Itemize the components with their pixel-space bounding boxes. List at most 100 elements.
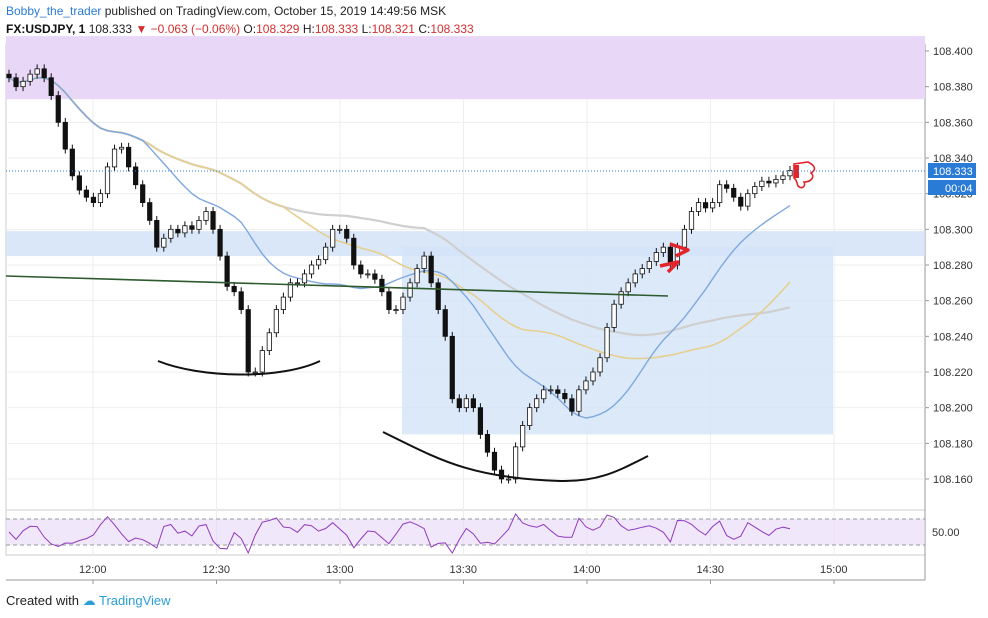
time-tick-label: 14:00 <box>573 564 601 576</box>
candle-body <box>773 178 779 184</box>
candle-body <box>83 189 89 198</box>
thumbs-down-icon <box>793 161 816 189</box>
time-tick-label: 13:00 <box>326 564 354 576</box>
candle-body <box>562 392 568 400</box>
candle-body <box>780 175 786 180</box>
candle-body <box>104 166 111 195</box>
candle-body <box>477 407 484 435</box>
candle-body <box>745 193 751 207</box>
candle-body <box>717 184 723 203</box>
candle-body <box>351 237 357 266</box>
candle-body <box>724 184 730 189</box>
candle-body <box>442 309 448 337</box>
current-price-text: 108.333 <box>933 166 973 178</box>
candle-body <box>393 309 399 311</box>
tradingview-logo-icon: ☁ <box>82 593 96 608</box>
author-name[interactable]: Bobby_the_trader <box>6 4 102 18</box>
thumbs-down-icon-cuff <box>794 165 799 178</box>
trend-line <box>5 275 669 297</box>
candle-body <box>449 335 455 400</box>
candle-body <box>428 255 434 284</box>
ma-fast-line <box>8 77 791 419</box>
price-tick-label: 108.240 <box>933 331 973 343</box>
created-with-text: Created with <box>6 593 79 608</box>
candle-body <box>344 228 350 239</box>
candle-body <box>90 196 97 203</box>
candle-body <box>576 389 582 412</box>
candle-body <box>203 211 209 221</box>
candle-body <box>604 327 610 359</box>
candle-body <box>147 202 153 221</box>
candle-body <box>618 291 624 305</box>
candle-body <box>323 246 329 261</box>
candle-body <box>365 273 371 276</box>
candle-body <box>55 95 61 123</box>
price-tick-label: 108.160 <box>933 474 973 486</box>
candle-body <box>456 398 462 409</box>
candle-body <box>625 282 631 293</box>
candle-body <box>710 202 716 209</box>
candle-body <box>505 478 512 481</box>
candle-body <box>512 446 519 480</box>
candle-body <box>470 398 476 409</box>
candle-body <box>632 273 638 284</box>
candle-body <box>182 225 188 234</box>
low-label: L: <box>361 22 372 36</box>
candle-body <box>126 146 132 168</box>
price-tick-label: 108.400 <box>933 46 973 58</box>
price-tick-label: 108.180 <box>933 438 973 450</box>
high-value: 108.333 <box>314 22 359 36</box>
candle-body <box>154 220 160 248</box>
price-tick-label: 108.280 <box>933 260 973 272</box>
candle-body <box>787 170 793 177</box>
candle-body <box>168 228 174 239</box>
publish-header: Bobby_the_trader published on TradingVie… <box>6 4 446 18</box>
candle-body <box>189 225 195 230</box>
candle-body <box>133 166 139 186</box>
time-tick-label: 13:30 <box>450 564 478 576</box>
candle-body <box>759 180 765 187</box>
candle-body <box>224 255 230 287</box>
candle-body <box>245 309 251 373</box>
candle-body <box>548 389 554 392</box>
zones <box>6 36 925 435</box>
open-value: 108.329 <box>256 22 300 36</box>
candle-body <box>569 398 575 412</box>
candle-body <box>69 148 75 177</box>
candle-body <box>97 193 104 203</box>
candle-body <box>76 175 82 191</box>
candle-body <box>140 184 146 203</box>
candle-body <box>491 451 498 471</box>
close-label: C: <box>418 22 431 36</box>
time-tick-label: 15:00 <box>820 564 848 576</box>
candle-body <box>407 282 413 298</box>
candle-body <box>20 80 26 88</box>
rsi-level-label: 50.00 <box>932 527 960 539</box>
time-tick-label: 12:00 <box>79 564 107 576</box>
rsi-line <box>8 513 791 555</box>
open-label: O: <box>243 22 257 36</box>
candle-body <box>688 211 695 230</box>
arrow-icon <box>669 242 690 258</box>
candle-body <box>372 273 378 280</box>
time-tick-label: 14:30 <box>697 564 725 576</box>
low-value: 108.321 <box>371 22 415 36</box>
candle-body <box>421 255 427 269</box>
price-axis: 108.400108.380108.360108.340108.320108.3… <box>925 46 973 486</box>
price-tick-label: 108.220 <box>933 367 973 379</box>
candle-body <box>611 303 617 328</box>
candle-body <box>238 291 244 310</box>
candle-body <box>414 268 420 284</box>
price-tick-label: 108.340 <box>933 153 973 165</box>
left-arc-drawing <box>157 360 321 376</box>
price-change: −0.063 (−0.06%) <box>150 22 241 36</box>
rsi-band <box>6 519 925 545</box>
time-axis: 12:00 12:30 13:00 13:30 14:00 14:30 15:00 <box>79 564 848 584</box>
tradingview-brand[interactable]: TradingView <box>99 593 171 608</box>
candle-body <box>766 180 772 184</box>
price-tick-label: 108.260 <box>933 296 973 308</box>
candle-body <box>583 380 589 391</box>
candle-body <box>639 268 645 275</box>
resistance-zone <box>6 36 925 100</box>
